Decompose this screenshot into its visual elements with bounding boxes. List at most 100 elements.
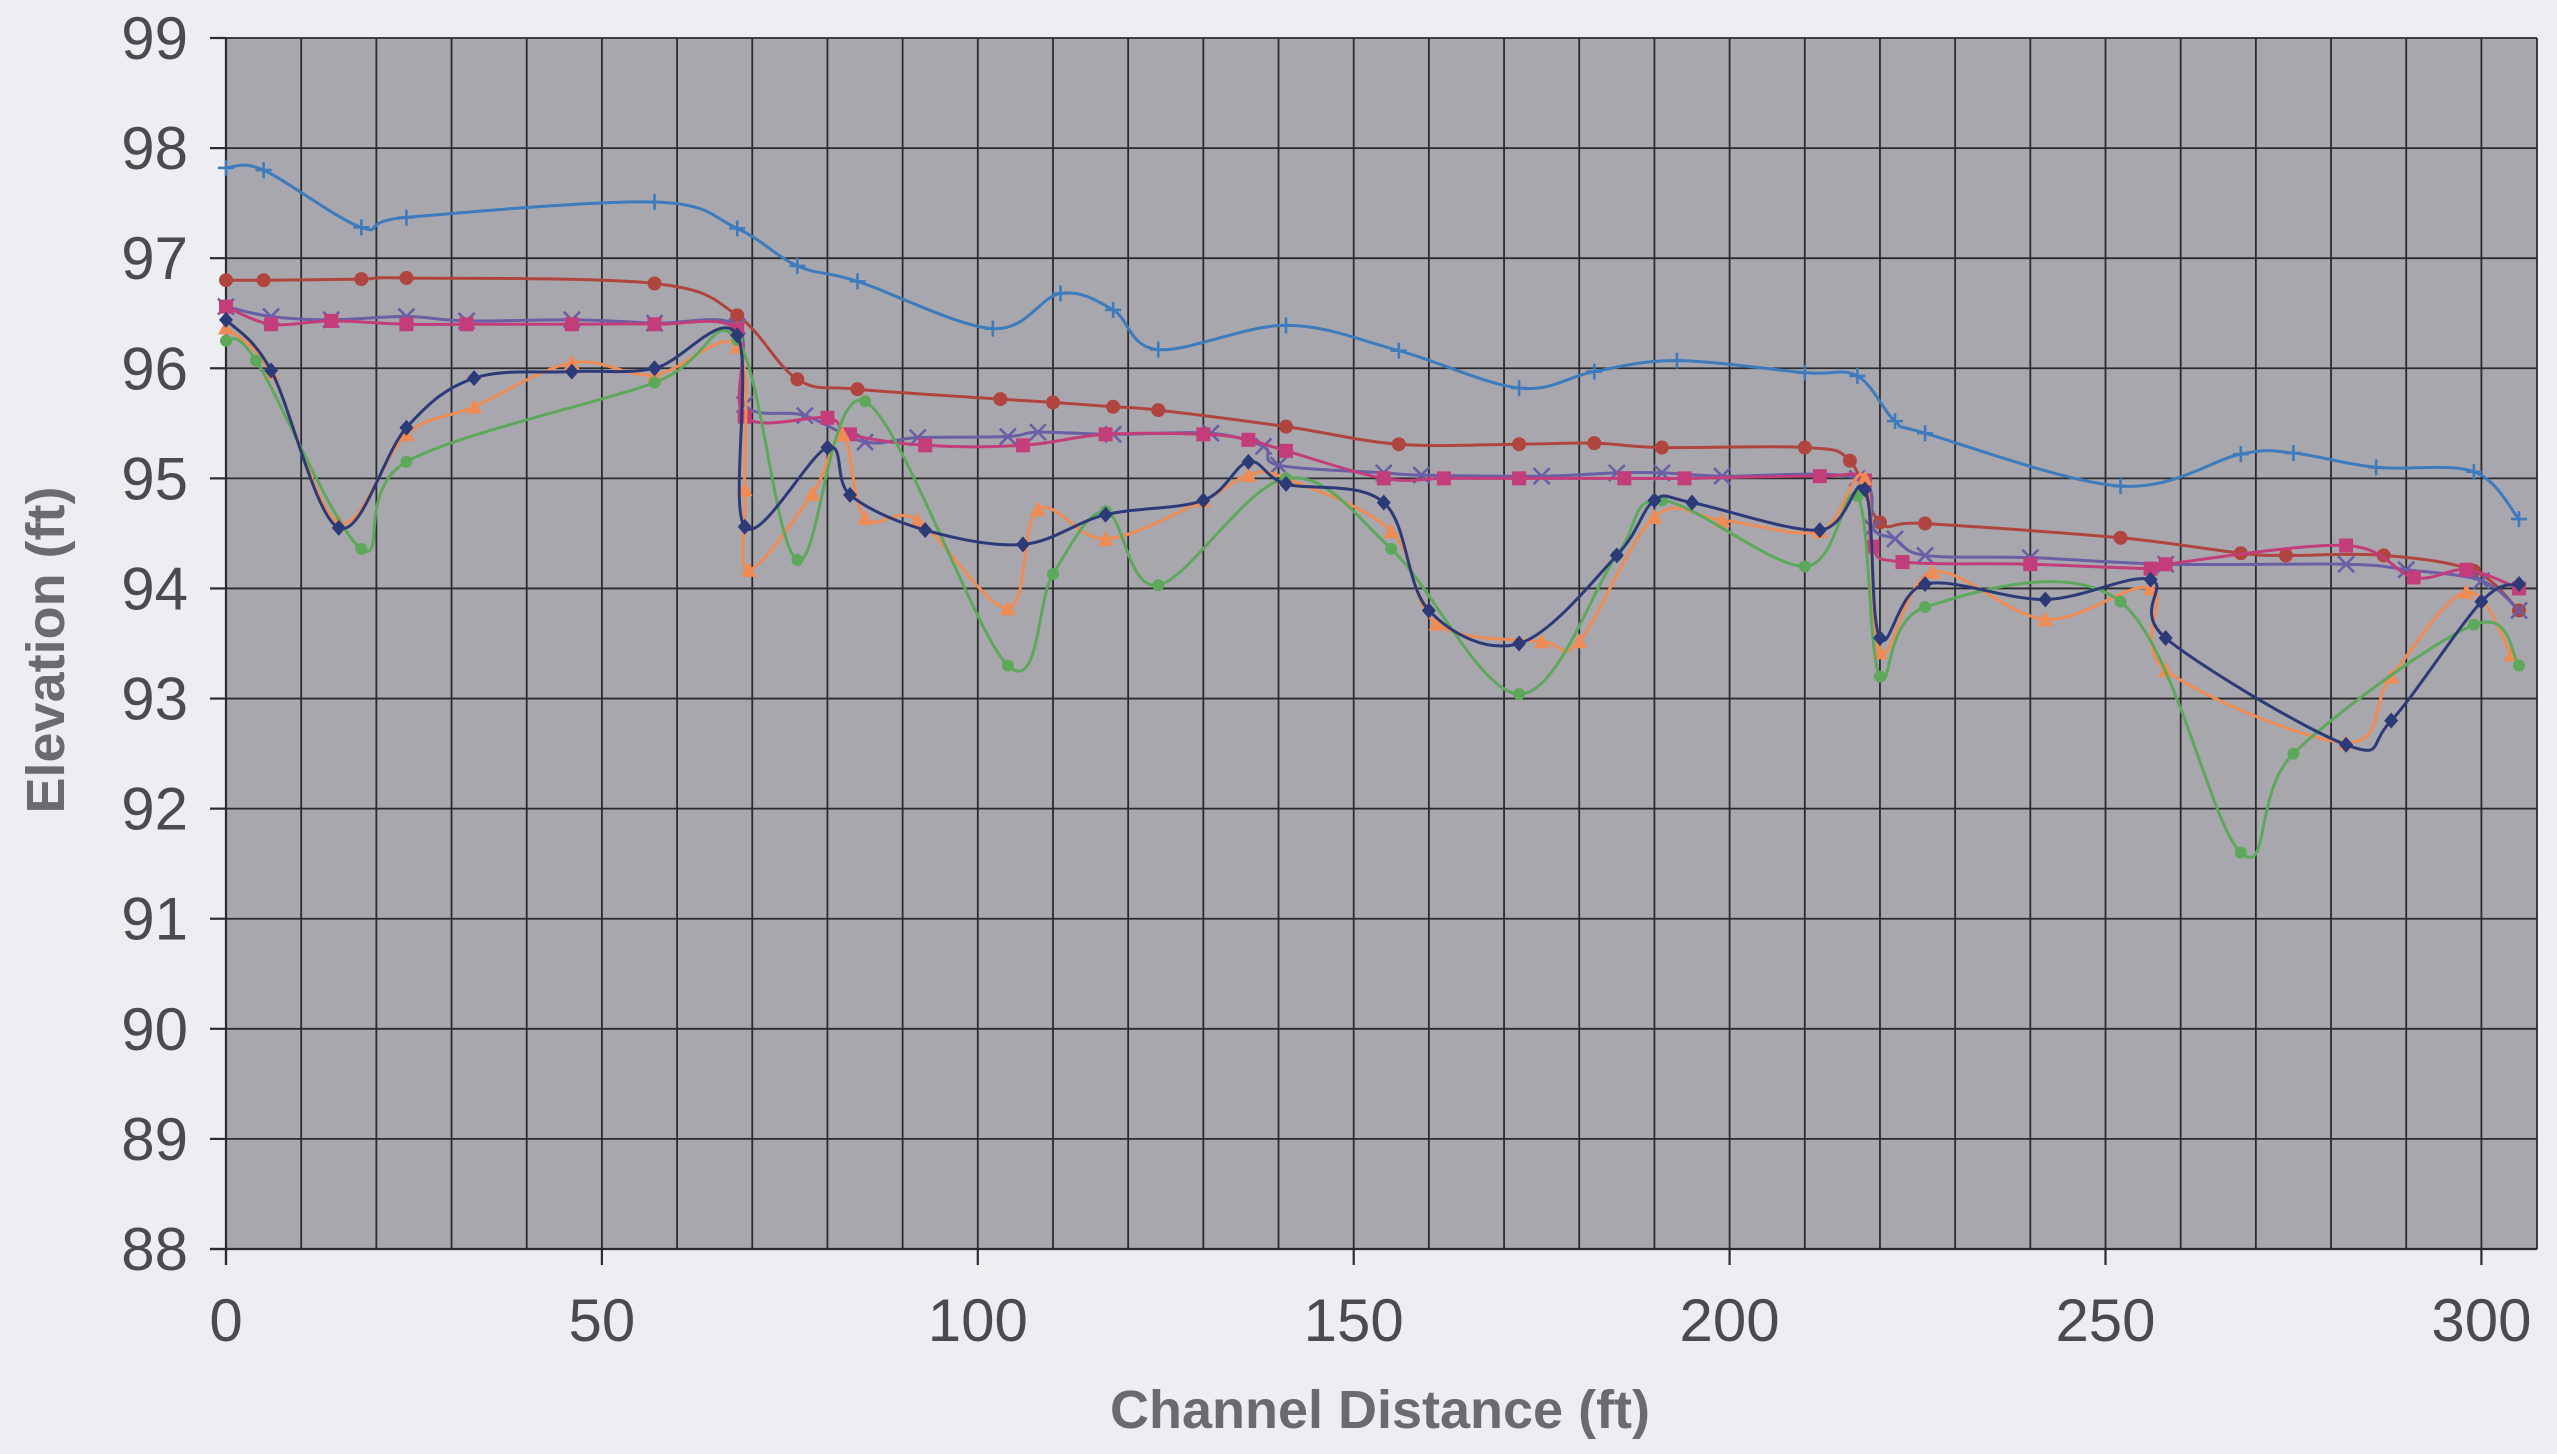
data-point (1919, 601, 1932, 614)
data-point (1279, 443, 1294, 458)
data-point (2458, 583, 2475, 599)
data-point (1376, 471, 1391, 486)
x-axis-ticks: 0 50 100 150 200 250 300 (209, 1249, 2531, 1354)
data-point (1714, 512, 1731, 528)
data-point (1512, 437, 1527, 452)
data-point (250, 354, 263, 367)
data-point (1045, 395, 1060, 410)
data-point (219, 299, 233, 314)
data-point (1685, 494, 1700, 511)
data-point (1105, 301, 1122, 318)
data-point (730, 327, 745, 344)
y-tick-label: 99 (121, 5, 188, 72)
data-point (1916, 546, 1934, 565)
data-point (2459, 562, 2474, 577)
data-point (1098, 506, 1113, 523)
data-point (1385, 542, 1398, 555)
data-point (820, 439, 835, 456)
y-tick-label: 92 (121, 776, 188, 843)
y-tick-label: 96 (121, 335, 188, 402)
data-point (791, 553, 804, 566)
data-point (2113, 530, 2128, 545)
data-point (1279, 419, 1294, 434)
data-point (2285, 445, 2302, 462)
data-point (1196, 427, 1211, 442)
data-point (264, 317, 279, 332)
data-point (264, 362, 279, 379)
data-point (1646, 508, 1663, 524)
data-point (1677, 471, 1692, 486)
data-point (2474, 593, 2489, 610)
y-tick-label: 90 (121, 996, 188, 1063)
x-tick-label: 50 (569, 1287, 636, 1354)
data-point (2384, 712, 2399, 729)
data-point (467, 370, 482, 387)
data-point (1046, 568, 1059, 581)
x-axis-title: Channel Distance (ft) (1110, 1380, 1650, 1440)
data-point (2510, 511, 2527, 528)
data-point (1798, 560, 1811, 573)
data-point (1376, 494, 1391, 511)
data-point (1151, 403, 1166, 418)
data-point (1098, 427, 1113, 442)
data-point (2339, 538, 2354, 553)
data-point (740, 561, 757, 577)
data-point (1029, 501, 1046, 517)
data-point (1278, 317, 1295, 334)
series-7 (219, 311, 2526, 753)
data-point (1436, 471, 1451, 486)
data-point (737, 518, 752, 535)
data-point (219, 311, 233, 328)
data-point (355, 542, 368, 555)
data-point (1857, 481, 1872, 498)
data-point (999, 600, 1016, 616)
data-point (2038, 591, 2053, 608)
data-point (2467, 618, 2480, 631)
data-point (2368, 459, 2385, 476)
data-point (1842, 453, 1857, 468)
data-point (850, 382, 865, 397)
data-point (1533, 633, 1550, 649)
data-point (909, 512, 926, 528)
data-point (1390, 342, 1407, 359)
data-point (1571, 633, 1588, 649)
x-tick-label: 250 (2055, 1287, 2155, 1354)
data-point (354, 272, 369, 287)
data-point (1812, 522, 1827, 539)
data-point (1796, 364, 1813, 381)
data-point (2278, 548, 2293, 563)
data-point (1513, 688, 1526, 701)
data-point (2023, 557, 2038, 572)
data-point (1001, 659, 1014, 672)
data-point (1241, 432, 1256, 447)
data-point (790, 372, 805, 387)
x-tick-label: 200 (1680, 1287, 1780, 1354)
data-point (1015, 438, 1030, 453)
data-point (2232, 446, 2249, 463)
data-point (849, 273, 866, 290)
data-point (1029, 423, 1047, 442)
y-tick-label: 97 (121, 225, 188, 292)
data-point (647, 276, 662, 291)
data-point (459, 317, 474, 332)
data-point (918, 438, 933, 453)
data-point (1918, 576, 1933, 593)
data-point (1512, 471, 1527, 486)
data-point (2037, 611, 2054, 627)
y-tick-label: 88 (121, 1216, 188, 1283)
data-point (998, 427, 1017, 446)
data-point (400, 455, 413, 468)
data-point (789, 257, 806, 274)
series-line (224, 318, 2520, 752)
data-point (1428, 615, 1445, 631)
data-point (646, 194, 663, 211)
data-point (2337, 555, 2355, 574)
data-point (1421, 602, 1436, 619)
data-point (1097, 530, 1114, 546)
data-point (1849, 367, 1866, 384)
data-point (563, 354, 580, 370)
data-point (1886, 529, 1904, 548)
data-point (729, 220, 746, 237)
data-point (1856, 470, 1873, 486)
